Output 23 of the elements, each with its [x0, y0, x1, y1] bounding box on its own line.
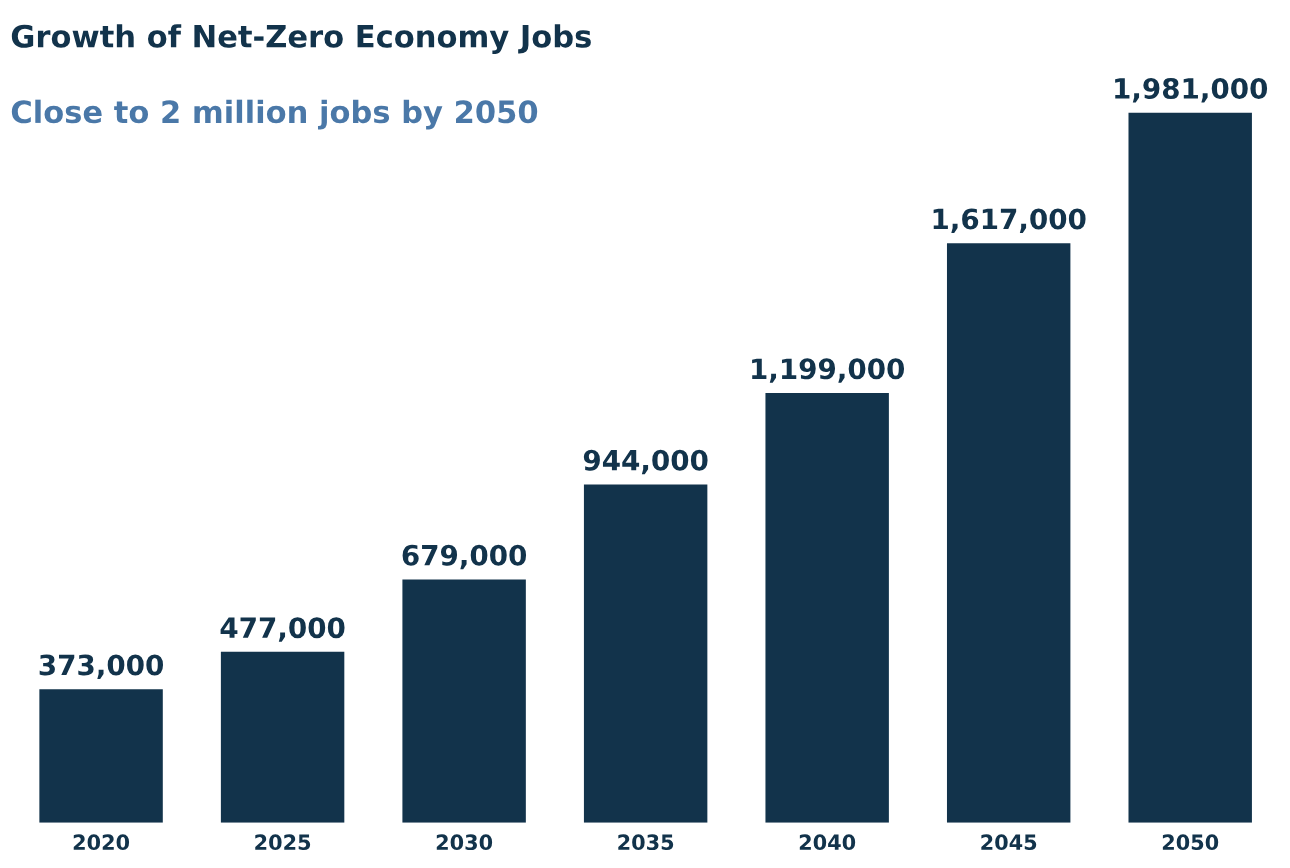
chart-subtitle: Close to 2 million jobs by 2050: [11, 99, 538, 130]
bar: [220, 651, 345, 823]
x-tick-label: 2020: [73, 834, 130, 851]
data-label: 679,000: [402, 544, 527, 570]
bar: [1128, 112, 1252, 823]
bar: [765, 393, 889, 823]
bar: [402, 579, 526, 823]
data-label: 1,981,000: [1115, 77, 1268, 103]
data-label: 1,617,000: [933, 208, 1086, 234]
x-tick-label: 2035: [618, 834, 674, 851]
data-label: 944,000: [583, 449, 708, 475]
x-tick-label: 2025: [255, 834, 311, 851]
bar: [946, 243, 1071, 823]
data-label: 1,199,000: [752, 358, 905, 383]
x-tick-label: 2050: [1162, 834, 1219, 851]
data-label: 373,000: [39, 654, 164, 679]
data-label: 477,000: [220, 617, 345, 642]
x-tick-label: 2030: [436, 834, 493, 851]
bar: [39, 689, 163, 823]
chart-title: Growth of Net-Zero Economy Jobs: [11, 24, 591, 54]
x-tick-label: 2040: [799, 834, 856, 851]
x-tick-label: 2045: [981, 834, 1037, 851]
bar: [583, 484, 708, 823]
